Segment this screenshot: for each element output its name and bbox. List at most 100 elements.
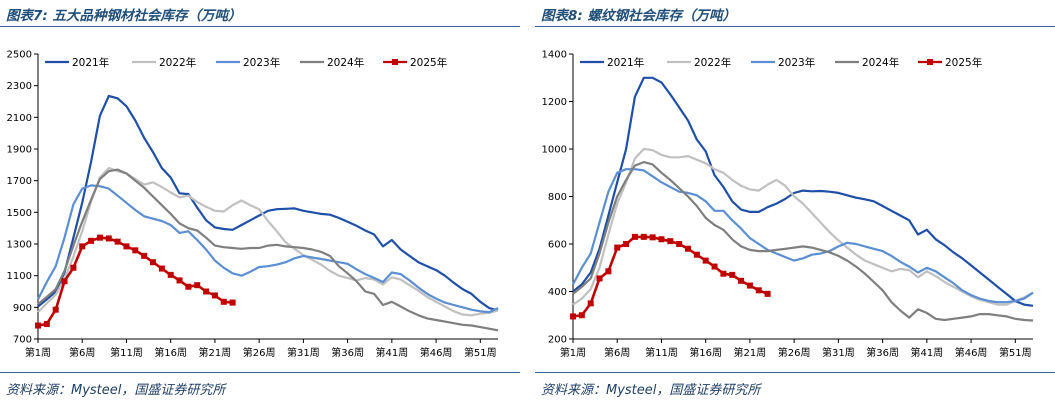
source-divider — [0, 372, 520, 373]
series-line — [572, 168, 1034, 304]
x-tick-label: 第11周 — [110, 346, 143, 359]
data-point — [176, 277, 183, 284]
legend-label: 2022年 — [694, 56, 731, 69]
chart-source: 资料来源：Mysteel，国盛证券研究所 — [541, 383, 761, 398]
data-point — [114, 238, 121, 245]
data-point — [614, 244, 621, 251]
y-tick-label: 700 — [13, 335, 32, 346]
x-tick-label: 第6周 — [604, 346, 630, 359]
y-tick-label: 800 — [548, 192, 567, 203]
data-point — [105, 235, 112, 242]
chart-panel-steel-inventory: 图表7: 五大品种钢材社会库存（万吨） 700 900 1100 1300 1500 17… — [0, 0, 520, 405]
data-point — [150, 259, 156, 266]
series-line — [572, 147, 1034, 306]
y-tick-label: 1700 — [7, 176, 32, 187]
data-point — [211, 292, 218, 299]
data-point — [132, 247, 139, 254]
data-point — [720, 270, 727, 277]
legend-label: 2025年 — [945, 56, 982, 69]
x-tick-label: 第1周 — [560, 346, 586, 359]
x-tick-label: 第31周 — [822, 346, 855, 359]
data-point — [35, 322, 41, 329]
data-point — [667, 238, 674, 245]
data-point — [693, 251, 700, 258]
data-point — [746, 282, 753, 289]
y-tick-label: 2100 — [7, 113, 32, 124]
y-tick-label: 1200 — [542, 97, 567, 108]
data-point — [738, 277, 745, 284]
data-point — [658, 236, 665, 243]
y-tick-label: 200 — [548, 335, 567, 346]
x-tick-label: 第46周 — [955, 346, 988, 359]
x-tick-label: 第31周 — [287, 346, 320, 359]
x-tick-label: 第46周 — [420, 346, 453, 359]
series-line — [37, 94, 499, 312]
data-point — [167, 271, 174, 278]
y-tick-label: 1000 — [542, 145, 567, 156]
chart-title: 图表8: 螺纹钢社会库存（万吨） — [541, 8, 736, 24]
data-point — [605, 268, 612, 275]
legend-label: 2022年 — [159, 56, 196, 69]
source-divider — [535, 372, 1055, 373]
data-point — [96, 234, 103, 241]
data-point — [596, 275, 603, 282]
data-point — [587, 300, 594, 307]
series-line — [37, 168, 499, 332]
y-tick-label: 400 — [548, 287, 567, 298]
data-point — [61, 278, 68, 285]
y-tick-label: 1400 — [542, 50, 567, 61]
chart-steel-inventory: 700 900 1100 1300 1500 1700 1900 2100 2300 2500 第1… — [7, 50, 499, 359]
data-point — [70, 264, 77, 271]
data-point — [685, 245, 691, 252]
data-point — [203, 288, 210, 295]
data-point — [185, 283, 192, 290]
data-point — [702, 257, 709, 264]
x-tick-label: 第6周 — [69, 346, 95, 359]
legend-label: 2024年 — [862, 56, 899, 69]
data-point — [640, 233, 647, 240]
data-point — [570, 313, 576, 320]
chart-title: 图表7: 五大品种钢材社会库存（万吨） — [6, 8, 242, 24]
x-tick-label: 第16周 — [154, 346, 187, 359]
series-line — [37, 184, 499, 314]
data-point — [123, 243, 130, 250]
data-point — [631, 233, 638, 240]
title-divider — [535, 26, 1055, 27]
y-tick-label: 1500 — [7, 208, 32, 219]
data-point — [52, 306, 59, 313]
y-tick-label: 1100 — [7, 271, 32, 282]
series-line — [572, 76, 1034, 307]
data-point — [43, 320, 50, 327]
data-point — [729, 271, 736, 278]
legend-label: 2021年 — [607, 56, 644, 69]
y-tick-label: 2300 — [7, 81, 32, 92]
data-point — [623, 241, 630, 247]
chart-panel-rebar-inventory: 图表8: 螺纹钢社会库存（万吨） 200 400 600 800 1000 1200 140… — [535, 0, 1055, 405]
legend-label: 2021年 — [72, 56, 109, 69]
data-point — [764, 290, 771, 297]
legend-marker — [392, 59, 398, 65]
data-point — [194, 282, 201, 289]
data-point — [578, 312, 585, 319]
x-tick-label: 第21周 — [199, 346, 232, 359]
x-tick-label: 第26周 — [778, 346, 811, 359]
y-tick-label: 1900 — [7, 145, 32, 156]
data-point — [158, 265, 165, 272]
data-point — [79, 243, 86, 250]
series-line — [37, 166, 499, 317]
data-point — [676, 241, 683, 247]
series-line — [572, 161, 1034, 322]
data-point — [755, 287, 762, 294]
title-divider — [0, 26, 520, 27]
legend-label: 2024年 — [327, 56, 364, 69]
data-point — [141, 252, 148, 259]
x-tick-label: 第26周 — [243, 346, 276, 359]
y-tick-label: 2500 — [7, 50, 32, 61]
data-point — [220, 298, 227, 305]
chart-source: 资料来源：Mysteel，国盛证券研究所 — [6, 383, 226, 398]
x-tick-label: 第41周 — [375, 346, 408, 359]
data-point — [649, 234, 656, 241]
x-tick-label: 第1周 — [25, 346, 51, 359]
legend-label: 2023年 — [243, 56, 280, 69]
